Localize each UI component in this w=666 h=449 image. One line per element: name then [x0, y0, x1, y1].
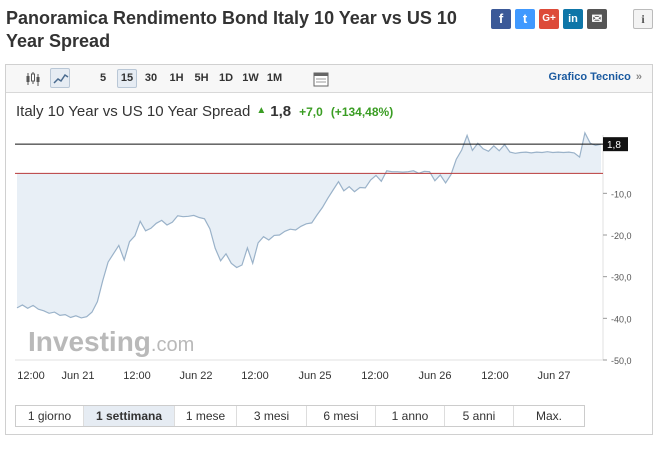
price-chart[interactable]: -10,0 -20,0 -30,0 -40,0 -50,0 1,8 12:00 Jun 21 1…: [6, 65, 652, 401]
series-area: [17, 132, 601, 318]
price-change: +7,0: [299, 105, 323, 119]
x-tick-label: 12:00: [123, 370, 151, 382]
x-tick-label: Jun 25: [298, 370, 331, 382]
calendar-icon[interactable]: [310, 68, 330, 88]
x-tick-label: 12:00: [361, 370, 389, 382]
timeframe-5h[interactable]: 5H: [194, 72, 209, 84]
chevron-right-icon: »: [635, 71, 642, 83]
google-plus-icon[interactable]: G+: [539, 9, 559, 29]
y-tick-label: -20,0: [611, 231, 632, 241]
timeframe-1h[interactable]: 1H: [169, 72, 184, 84]
price-change-percent: (+134,48%): [330, 105, 394, 119]
y-tick-label: -10,0: [611, 189, 632, 199]
range-option[interactable]: 1 settimana: [84, 406, 175, 426]
chart-toolbar: 5 15 30 1H 5H 1D 1W 1M Grafico Tecnico »: [6, 65, 652, 93]
technical-chart-link[interactable]: Grafico Tecnico »: [549, 71, 642, 83]
timeframe-15[interactable]: 15: [117, 69, 137, 88]
last-price: 1,8: [270, 103, 292, 120]
linkedin-icon[interactable]: in: [563, 9, 583, 29]
x-tick-label: Jun 27: [537, 370, 570, 382]
investing-watermark: Investing.com: [28, 326, 194, 357]
y-tick-label: -30,0: [611, 273, 632, 283]
candlestick-icon[interactable]: [22, 68, 42, 88]
watermark-suffix: .com: [151, 334, 194, 356]
range-option[interactable]: 5 anni: [445, 406, 514, 426]
range-option[interactable]: 1 anno: [376, 406, 445, 426]
current-price-label: 1,8: [607, 140, 621, 151]
x-tick-label: 12:00: [241, 370, 269, 382]
chart-panel: 5 15 30 1H 5H 1D 1W 1M Grafico Tecnico » Italy 1…: [5, 64, 653, 435]
arrow-up-icon: ▲: [256, 105, 267, 116]
x-tick-label: Jun 22: [179, 370, 212, 382]
technical-chart-label[interactable]: Grafico Tecnico: [548, 71, 631, 83]
instrument-name: Italy 10 Year vs US 10 Year Spread: [16, 103, 251, 120]
x-tick-label: 12:00: [17, 370, 45, 382]
range-option[interactable]: Max.: [535, 409, 562, 423]
range-option[interactable]: 3 mesi: [237, 406, 307, 426]
series-line: [16, 131, 602, 319]
info-icon[interactable]: i: [633, 9, 653, 29]
timeframe-1m[interactable]: 1M: [266, 72, 283, 84]
quote-line: Italy 10 Year vs US 10 Year Spread ▲ 1,8 +7…: [16, 101, 393, 121]
timeframe-5[interactable]: 5: [99, 72, 107, 84]
range-selector: 1 giorno 1 settimana 1 mese 3 mesi 6 mesi 1 a…: [15, 405, 585, 427]
page-title: Panoramica Rendimento Bond Italy 10 Year…: [6, 8, 457, 51]
current-price-badge: [603, 137, 628, 152]
range-option[interactable]: 6 mesi: [307, 406, 376, 426]
x-tick-label: Jun 26: [418, 370, 451, 382]
x-tick-label: 12:00: [481, 370, 509, 382]
timeframe-30[interactable]: 30: [144, 72, 158, 84]
x-tick-label: Jun 21: [61, 370, 94, 382]
y-tick-label: -50,0: [611, 356, 632, 366]
watermark-brand: Investing: [28, 326, 151, 357]
facebook-icon[interactable]: f: [491, 9, 511, 29]
share-bar: f t G+ in ✉: [491, 9, 611, 29]
mail-icon[interactable]: ✉: [587, 9, 607, 29]
timeframe-1d[interactable]: 1D: [218, 72, 234, 84]
range-option[interactable]: 1 giorno: [16, 406, 84, 426]
y-tick-label: -40,0: [611, 314, 632, 324]
timeframe-1w[interactable]: 1W: [242, 72, 259, 84]
line-chart-icon[interactable]: [50, 68, 70, 88]
range-option[interactable]: 1 mese: [175, 406, 237, 426]
twitter-icon[interactable]: t: [515, 9, 535, 29]
